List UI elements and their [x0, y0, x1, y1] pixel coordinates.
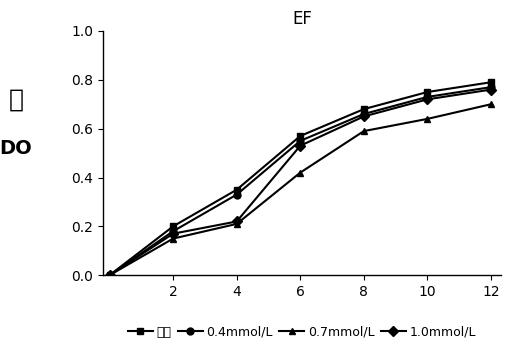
1.0mmol/L [106, 273, 112, 277]
0.7mmol/L [106, 273, 112, 277]
Line: 0.7mmol/L: 0.7mmol/L [106, 101, 494, 279]
0.4mmol/L [234, 193, 240, 197]
空白 [488, 80, 494, 84]
0.4mmol/L [106, 273, 112, 277]
1.0mmol/L [170, 232, 176, 236]
Text: DO: DO [0, 139, 32, 158]
Line: 1.0mmol/L: 1.0mmol/L [106, 86, 494, 279]
空白 [297, 134, 303, 138]
1.0mmol/L [424, 97, 430, 101]
1.0mmol/L [488, 87, 494, 92]
Line: 0.4mmol/L: 0.4mmol/L [106, 84, 494, 279]
空白 [361, 107, 367, 111]
Legend: 空白, 0.4mmol/L, 0.7mmol/L, 1.0mmol/L: 空白, 0.4mmol/L, 0.7mmol/L, 1.0mmol/L [123, 321, 481, 344]
空白 [106, 273, 112, 277]
0.4mmol/L [488, 85, 494, 89]
0.4mmol/L [361, 112, 367, 116]
空白 [170, 224, 176, 228]
Text: 値: 値 [8, 87, 23, 111]
0.7mmol/L [297, 171, 303, 175]
0.7mmol/L [170, 236, 176, 240]
Title: EF: EF [292, 10, 312, 28]
空白 [234, 187, 240, 192]
0.7mmol/L [361, 129, 367, 133]
空白 [424, 90, 430, 94]
1.0mmol/L [234, 219, 240, 224]
0.4mmol/L [170, 229, 176, 233]
0.4mmol/L [297, 139, 303, 143]
1.0mmol/L [297, 144, 303, 148]
0.7mmol/L [234, 222, 240, 226]
0.7mmol/L [488, 102, 494, 106]
1.0mmol/L [361, 114, 367, 118]
0.7mmol/L [424, 117, 430, 121]
0.4mmol/L [424, 95, 430, 99]
Line: 空白: 空白 [106, 79, 494, 279]
